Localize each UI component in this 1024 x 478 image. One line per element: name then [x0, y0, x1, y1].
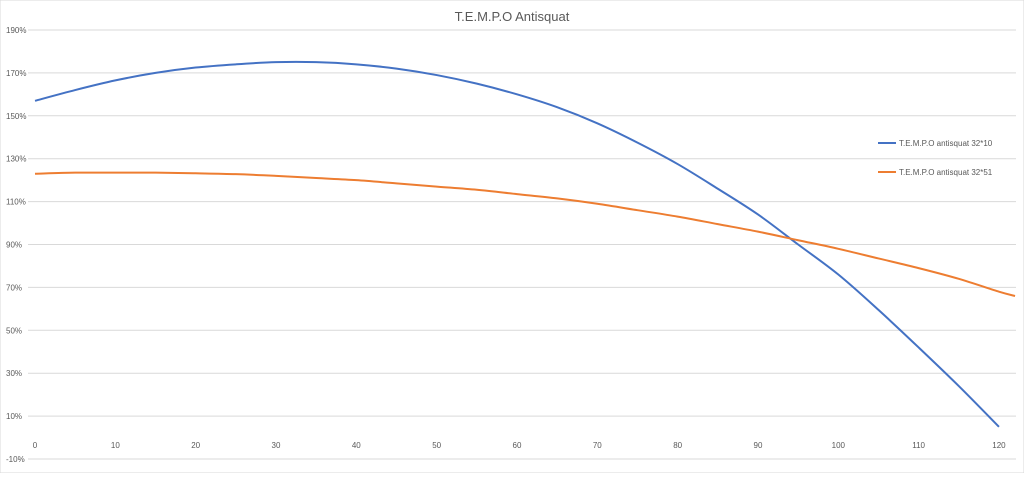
y-tick-label: 50%	[6, 326, 22, 335]
series-line-2	[34, 171, 1016, 297]
x-tick-label: 110	[912, 441, 925, 450]
chart-title: T.E.M.P.O Antisquat	[455, 9, 570, 24]
x-tick-label: 40	[352, 441, 361, 450]
y-tick-label: 30%	[6, 369, 22, 378]
x-tick-label: 0	[33, 441, 38, 450]
x-tick-label: 80	[673, 441, 682, 450]
series-line-1	[34, 60, 1000, 428]
x-axis-ticks: 0 10 20 30 40 50 60 70 80 90 100 110 120	[33, 441, 1006, 450]
y-tick-label: 10%	[6, 412, 22, 421]
series-lines	[34, 60, 1016, 428]
y-tick-label: 90%	[6, 241, 22, 250]
x-tick-label: 10	[111, 441, 120, 450]
y-tick-label: 70%	[6, 283, 22, 292]
x-tick-label: 30	[272, 441, 281, 450]
y-tick-label: 190%	[6, 26, 26, 35]
gridlines	[28, 29, 1016, 460]
x-tick-label: 60	[513, 441, 522, 450]
legend-label: T.E.M.P.O antisquat 32*10	[899, 139, 993, 148]
legend: T.E.M.P.O antisquat 32*10 T.E.M.P.O antis…	[878, 139, 993, 177]
y-tick-label: 110%	[6, 198, 26, 207]
y-axis-ticks: 190% 170% 150% 130% 110% 90% 70% 50% 30% 10% -10%	[6, 26, 26, 464]
x-tick-label: 20	[191, 441, 200, 450]
x-tick-label: 120	[992, 441, 1006, 450]
x-tick-label: 70	[593, 441, 602, 450]
y-tick-label: 170%	[6, 69, 26, 78]
y-tick-label: -10%	[6, 455, 25, 464]
x-tick-label: 100	[832, 441, 846, 450]
x-tick-label: 90	[754, 441, 763, 450]
x-tick-label: 50	[432, 441, 441, 450]
y-tick-label: 150%	[6, 112, 26, 121]
legend-label: T.E.M.P.O antisquat 32*51	[899, 168, 993, 177]
y-tick-label: 130%	[6, 155, 26, 164]
